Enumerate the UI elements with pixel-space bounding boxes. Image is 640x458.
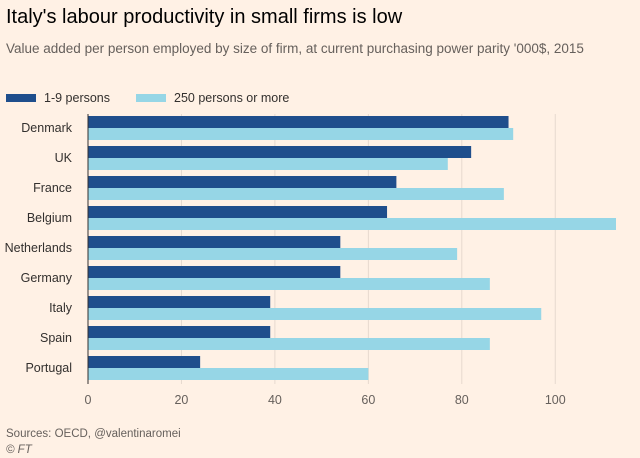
bar-netherlands-large-firms — [88, 248, 458, 260]
bar-france-small-firms — [88, 176, 397, 188]
category-label-belgium: Belgium — [27, 211, 72, 225]
category-label-netherlands: Netherlands — [5, 241, 72, 255]
bar-belgium-large-firms — [88, 218, 616, 230]
x-tick-label-20: 20 — [174, 393, 188, 407]
x-tick-label-40: 40 — [268, 393, 282, 407]
category-label-germany: Germany — [21, 271, 73, 285]
bar-netherlands-small-firms — [88, 236, 341, 248]
bar-denmark-large-firms — [88, 128, 514, 140]
footer: Sources: OECD, @valentinaromei © FT — [6, 426, 181, 458]
legend-label-large-firms: 250 persons or more — [174, 91, 290, 105]
chart-title: Italy's labour productivity in small fir… — [6, 6, 403, 28]
category-label-france: France — [33, 181, 72, 195]
legend: 1-9 persons 250 persons or more — [6, 90, 315, 106]
legend-swatch-large-firms — [136, 94, 167, 102]
x-tick-label-80: 80 — [455, 393, 469, 407]
bar-denmark-small-firms — [88, 116, 509, 128]
legend-item-large-firms: 250 persons or more — [136, 91, 289, 105]
source-note: Sources: OECD, @valentinaromei — [6, 428, 181, 440]
category-label-spain: Spain — [40, 331, 72, 345]
bar-uk-small-firms — [88, 146, 472, 158]
ft-copyright: © FT — [6, 444, 32, 456]
x-tick-label-0: 0 — [85, 393, 92, 407]
bar-uk-large-firms — [88, 158, 448, 170]
category-label-denmark: Denmark — [21, 121, 72, 135]
bar-germany-small-firms — [88, 266, 341, 278]
bar-italy-small-firms — [88, 296, 271, 308]
legend-swatch-small-firms — [6, 94, 36, 102]
bar-spain-small-firms — [88, 326, 271, 338]
bar-portugal-small-firms — [88, 356, 201, 368]
bar-france-large-firms — [88, 188, 504, 200]
bar-germany-large-firms — [88, 278, 490, 290]
bar-portugal-large-firms — [88, 368, 369, 380]
x-tick-label-60: 60 — [361, 393, 375, 407]
chart-subtitle: Value added per person employed by size … — [6, 41, 584, 56]
category-label-uk: UK — [55, 151, 73, 165]
bar-belgium-small-firms — [88, 206, 388, 218]
x-tick-label-100: 100 — [545, 393, 566, 407]
category-label-italy: Italy — [49, 301, 73, 315]
bar-spain-large-firms — [88, 338, 490, 350]
bar-chart: Denmark UK France Belgium Netherlands Germany… — [5, 114, 616, 407]
bar-italy-large-firms — [88, 308, 542, 320]
legend-item-small-firms: 1-9 persons — [6, 91, 110, 105]
category-label-portugal: Portugal — [25, 361, 72, 375]
legend-label-small-firms: 1-9 persons — [44, 91, 111, 105]
